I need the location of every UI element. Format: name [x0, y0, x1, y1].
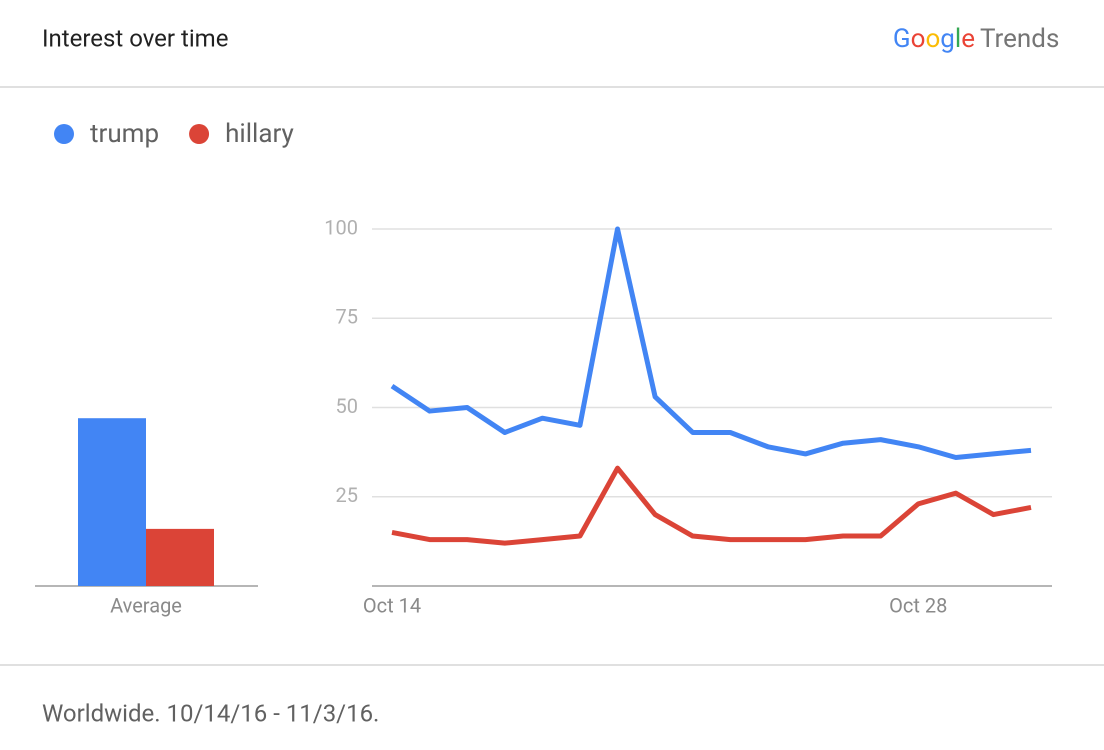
legend-marker	[189, 124, 210, 144]
y-tick-label: 100	[324, 215, 358, 239]
brand-product: Trends	[980, 24, 1059, 54]
y-tick-label: 50	[336, 394, 358, 418]
brand-logo: Google	[893, 24, 975, 54]
title: Interest over time	[42, 24, 228, 52]
legend-label: trump	[90, 119, 159, 149]
series-line	[390, 226, 1032, 460]
y-tick-label: 25	[336, 483, 358, 507]
legend-label: hillary	[225, 119, 294, 149]
average-bar	[78, 418, 146, 586]
average-bar	[146, 528, 214, 586]
footer: Worldwide. 10/14/16 - 11/3/16.	[42, 699, 379, 727]
legend-marker	[54, 124, 74, 144]
series-line	[391, 465, 1032, 546]
average-label: Average	[110, 593, 182, 617]
x-tick-label: Oct 28	[889, 593, 947, 617]
y-tick-label: 75	[336, 305, 358, 329]
x-tick-label: Oct 14	[363, 593, 421, 617]
